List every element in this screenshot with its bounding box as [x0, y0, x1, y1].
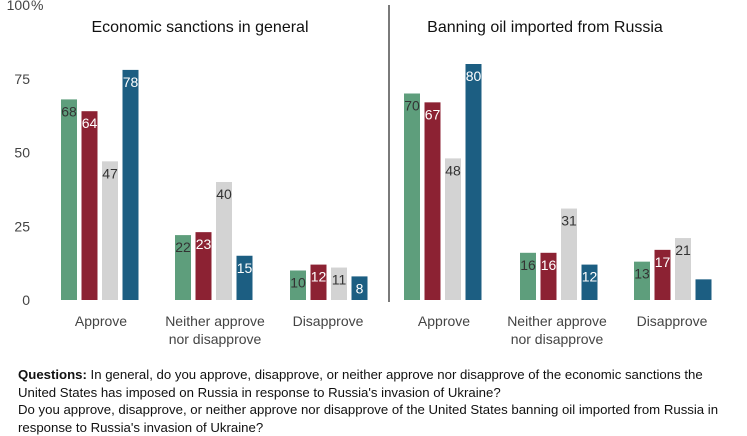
questions-label: Questions:	[18, 367, 87, 382]
data-label: 48	[445, 162, 461, 178]
data-label: 68	[61, 103, 77, 119]
data-label: 67	[425, 106, 441, 122]
y-tick-label: 100	[7, 0, 31, 13]
bar	[61, 99, 77, 301]
data-label: 17	[655, 254, 671, 270]
data-label: 23	[196, 236, 212, 252]
bar	[581, 264, 598, 300]
bar	[216, 182, 232, 300]
y-tick-label: 50	[14, 145, 30, 161]
data-label: 12	[582, 269, 598, 285]
category-label: Neither approve	[507, 313, 607, 329]
panel-title: Economic sanctions in general	[91, 19, 308, 36]
category-label: Disapprove	[637, 313, 708, 329]
data-label: 16	[541, 257, 557, 273]
category-label: Neither approve	[165, 313, 265, 329]
bar	[331, 267, 347, 300]
bar	[540, 252, 557, 300]
panel-title: Banning oil imported from Russia	[427, 19, 663, 36]
data-label: 40	[216, 186, 232, 202]
bar	[654, 249, 671, 300]
bar	[634, 261, 650, 300]
bar	[424, 102, 441, 300]
bar	[351, 276, 368, 300]
question-1: In general, do you approve, disapprove, …	[18, 367, 703, 400]
data-label: 7	[700, 262, 708, 278]
bar	[81, 111, 98, 300]
bar	[102, 161, 118, 300]
data-label: 10	[290, 275, 306, 291]
question-2: Do you approve, disapprove, or neither a…	[18, 402, 719, 435]
chart: 0 25 50 75 100 % Economic sanctions in general…	[7, 0, 712, 347]
bar	[675, 238, 691, 300]
data-label: 16	[520, 257, 536, 273]
category-label: Approve	[75, 313, 127, 329]
category-label: Disapprove	[293, 313, 364, 329]
data-label: 21	[675, 242, 691, 258]
y-tick-label: 0	[22, 292, 30, 308]
data-label: 11	[332, 272, 347, 288]
y-tick-label: 25	[14, 218, 30, 234]
bar	[310, 264, 327, 300]
data-label: 70	[404, 98, 420, 114]
bar	[236, 255, 253, 300]
data-label: 22	[175, 239, 191, 255]
bar	[465, 64, 482, 300]
bar	[561, 208, 577, 300]
bar	[695, 279, 712, 300]
category-label: nor disapprove	[169, 331, 262, 347]
category-label: nor disapprove	[511, 331, 604, 347]
data-label: 8	[356, 280, 364, 296]
data-label: 47	[102, 165, 118, 181]
y-tick-label: 75	[14, 71, 30, 87]
data-label: 15	[237, 260, 253, 276]
bar	[445, 158, 461, 300]
data-label: 12	[311, 269, 327, 285]
bar	[175, 235, 191, 300]
data-label: 13	[634, 266, 650, 282]
bar	[195, 232, 212, 300]
category-label: Approve	[418, 313, 470, 329]
data-label: 78	[123, 74, 139, 90]
bar	[122, 69, 139, 301]
data-label: 64	[82, 115, 98, 131]
data-label: 31	[561, 213, 577, 229]
bar	[520, 252, 536, 300]
y-unit-label: %	[31, 0, 43, 13]
questions-note: Questions: In general, do you approve, d…	[18, 366, 740, 436]
data-label: 80	[466, 68, 482, 84]
bar	[290, 270, 306, 300]
bar	[404, 93, 420, 300]
